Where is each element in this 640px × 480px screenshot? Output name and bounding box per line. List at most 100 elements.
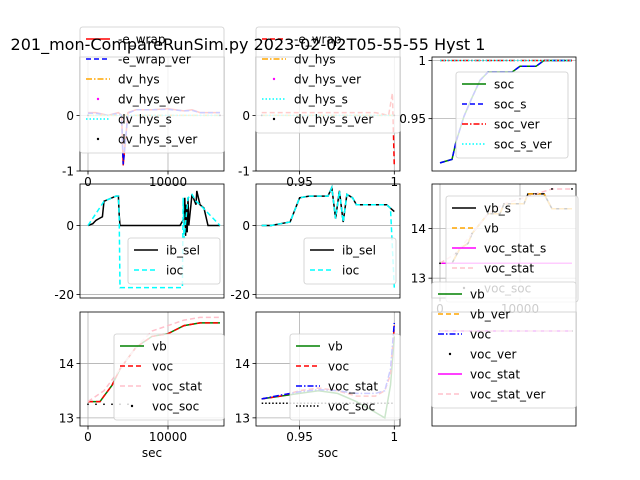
- x-tick-label: 0: [84, 175, 92, 189]
- legend-label: voc: [152, 360, 173, 374]
- legend-label: ioc: [166, 264, 183, 278]
- legend-label: voc_ver: [470, 348, 517, 362]
- x-axis-label: sec: [142, 446, 162, 460]
- series-line-ioc: [261, 184, 396, 288]
- legend-label: dv_hys_ver: [294, 73, 361, 87]
- legend-label: soc_s: [494, 98, 526, 112]
- panel-row1-col1: 0 10000 -1 0 -e_wrap -e_wrap_ver dv_hys dv_hys_…: [62, 26, 225, 189]
- x-tick-label: 1: [390, 430, 398, 444]
- legend-label: voc_stat: [470, 368, 520, 382]
- panel-row1-col2: 0.95 1 -1 0 -e_wrap dv_hys dv_hys_ver dv_hys_sd…: [238, 26, 401, 189]
- legend-label: voc_stat_s: [484, 242, 546, 256]
- legend-label: dv_hys_s_ver: [118, 133, 197, 147]
- panel-row1-col3: 0.95 1 soc soc_s soc_ver soc_s_ver: [399, 54, 577, 172]
- legend-label: dv_hys_s: [118, 113, 172, 127]
- legend-marker: [272, 117, 276, 121]
- y-tick-label: -20: [230, 288, 250, 302]
- legend-marker: [130, 404, 134, 408]
- legend: vb voc voc_stat voc_soc: [113, 333, 225, 421]
- x-tick-label: 10000: [149, 175, 187, 189]
- series-line-ib_sel: [87, 190, 220, 236]
- series-point-voc_soc: [535, 193, 537, 195]
- legend-label: vb: [328, 340, 343, 354]
- legend-label: ioc: [342, 264, 359, 278]
- legend-label: voc_stat: [328, 380, 378, 394]
- legend-label: -e_wrap_ver: [118, 53, 191, 67]
- legend-box: [255, 26, 401, 134]
- panel-row3-col2: 0.95 1 13 14 soc vb voc voc_stat voc_soc: [235, 311, 401, 460]
- y-tick-label: 0: [242, 219, 250, 233]
- x-tick-label: 0: [84, 430, 92, 444]
- legend-label: voc_stat: [152, 380, 202, 394]
- legend-label: voc_soc: [152, 400, 199, 414]
- x-tick-label: 0.95: [286, 175, 313, 189]
- legend-box: [113, 333, 225, 421]
- series-point-voc_soc: [111, 403, 113, 406]
- series-point-voc_soc: [103, 403, 105, 406]
- legend-marker: [96, 137, 100, 141]
- legend-label: voc_stat_ver: [470, 388, 546, 402]
- legend-label: dv_hys: [118, 73, 160, 87]
- legend-label: dv_hys: [294, 53, 336, 67]
- y-tick-label: 14: [411, 222, 426, 236]
- axes-frame: [431, 56, 577, 172]
- legend-box: [431, 281, 577, 409]
- legend-label: voc_stat: [484, 262, 534, 276]
- legend-label: voc: [328, 360, 349, 374]
- y-tick-label: 14: [235, 357, 250, 371]
- x-tick-label: 0.95: [286, 430, 313, 444]
- legend-label: soc_s_ver: [494, 138, 552, 152]
- legend-label: vb_ver: [470, 308, 510, 322]
- legend: vb voc voc_stat voc_soc: [289, 333, 401, 421]
- axes-frame: [79, 183, 225, 299]
- panel-row2-col3: 0100001314vb_svbvoc_stat_svoc_statvoc_so…: [411, 183, 579, 316]
- series-point-voc_soc: [551, 188, 553, 190]
- x-tick-label: 10000: [149, 430, 187, 444]
- series-group: [261, 184, 396, 288]
- legend: -e_wrap -e_wrap_ver dv_hys dv_hys_ver dv_hys…: [79, 26, 225, 154]
- y-tick-label: 13: [235, 411, 250, 425]
- y-tick-label: 1: [418, 54, 426, 68]
- legend-label: ib_sel: [166, 244, 200, 258]
- axes-frame: [255, 183, 401, 299]
- y-tick-label: 14: [59, 357, 74, 371]
- legend-label: -e_wrap: [118, 33, 165, 47]
- figure-title: 201_mon-CompareRunSim.py 2023-02-02T05-5…: [11, 35, 486, 55]
- legend-box: [79, 26, 225, 154]
- y-tick-label: 13: [411, 272, 426, 286]
- legend-label: ib_sel: [342, 244, 376, 258]
- panel-row3-col1: 0 10000 13 14 sec vb voc voc_stat voc_soc: [59, 311, 225, 460]
- series-point-voc_soc: [95, 403, 97, 406]
- y-tick-label: -1: [238, 165, 250, 179]
- y-tick-label: -1: [62, 165, 74, 179]
- series-line-voc_stat: [87, 316, 220, 403]
- legend: -e_wrap dv_hys dv_hys_ver dv_hys_s dv_hys_s_…: [255, 26, 401, 134]
- legend-marker: [96, 97, 100, 101]
- legend-label: -e_wrap: [294, 33, 341, 47]
- y-tick-label: 0: [66, 109, 74, 123]
- y-tick-label: 0: [242, 109, 250, 123]
- series-line-voc: [88, 322, 220, 403]
- legend-label: voc: [470, 328, 491, 342]
- legend-marker: [448, 352, 452, 356]
- legend-label: soc_ver: [494, 118, 540, 132]
- series-point-voc_soc: [571, 188, 573, 190]
- legend-label: dv_hys_s_ver: [294, 113, 373, 127]
- legend-marker: [272, 77, 276, 81]
- y-tick-label: -20: [54, 288, 74, 302]
- legend-box: [289, 333, 401, 421]
- y-tick-label: 13: [59, 411, 74, 425]
- x-axis-label: soc: [318, 446, 338, 460]
- x-tick-label: 1: [390, 175, 398, 189]
- y-tick-label: 0: [66, 219, 74, 233]
- legend: soc soc_s soc_ver soc_s_ver: [455, 71, 569, 159]
- legend-label: voc_soc: [328, 400, 375, 414]
- legend-label: vb: [152, 340, 167, 354]
